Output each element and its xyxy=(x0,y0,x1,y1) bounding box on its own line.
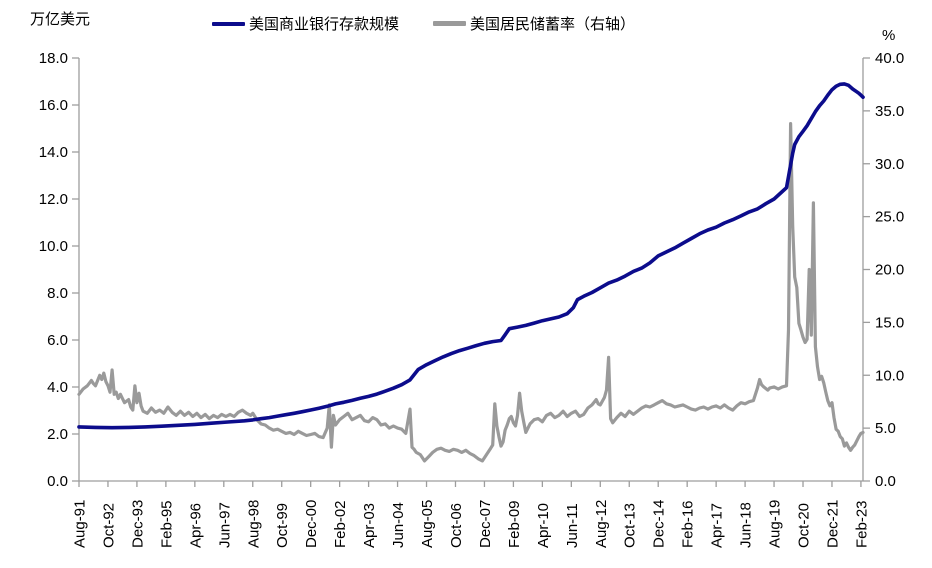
x-axis-tick-label: Apr-17 xyxy=(709,503,726,548)
x-axis-tick-label: Dec-21 xyxy=(824,500,841,548)
x-axis-tick-label: Apr-10 xyxy=(535,503,552,548)
left-axis-tick-label: 10.0 xyxy=(39,238,68,255)
right-axis-tick-label: 15.0 xyxy=(875,314,904,331)
savings-line-swatch-icon xyxy=(433,21,467,26)
right-axis-tick-label: 35.0 xyxy=(875,103,904,120)
x-axis-tick-label: Feb-16 xyxy=(680,500,697,548)
left-axis-tick-label: 16.0 xyxy=(39,97,68,114)
left-axis-tick-label: 8.0 xyxy=(47,285,68,302)
legend-label-savings: 美国居民储蓄率（右轴） xyxy=(470,16,636,33)
x-axis-tick-label: Oct-92 xyxy=(100,503,117,548)
deposits-line xyxy=(77,82,865,430)
left-axis-tick-label: 4.0 xyxy=(47,379,68,396)
savings-rate-line xyxy=(77,121,865,463)
x-axis-tick-label: Feb-02 xyxy=(332,500,349,548)
x-axis-tick-label: Aug-05 xyxy=(419,500,436,548)
left-axis-tick-label: 18.0 xyxy=(39,50,68,67)
legend-label-deposits: 美国商业银行存款规模 xyxy=(249,16,400,33)
right-axis-tick-label: 25.0 xyxy=(875,209,904,226)
x-axis-tick-label: Jun-04 xyxy=(390,502,407,548)
x-axis-tick-label: Feb-95 xyxy=(158,500,175,548)
right-axis-title: % xyxy=(882,27,896,44)
x-axis-tick-label: Oct-20 xyxy=(796,503,813,548)
left-axis-tick-label: 14.0 xyxy=(39,144,68,161)
right-axis-tick-label: 20.0 xyxy=(875,262,904,279)
x-axis-tick-label: Dec-07 xyxy=(477,500,494,548)
x-axis-tick-label: Apr-03 xyxy=(361,503,378,548)
left-axis-tick-label: 6.0 xyxy=(47,332,68,349)
right-axis-tick-label: 0.0 xyxy=(875,473,896,490)
left-axis-tick-label: 12.0 xyxy=(39,191,68,208)
legend-item-deposits: 美国商业银行存款规模 xyxy=(212,13,399,34)
deposits-line-swatch-icon xyxy=(212,21,245,26)
x-axis-tick-label: Dec-14 xyxy=(651,500,668,548)
right-axis-tick-label: 5.0 xyxy=(875,420,896,437)
x-axis-tick-label: Oct-99 xyxy=(274,503,291,548)
x-axis-tick-label: Aug-12 xyxy=(593,500,610,548)
x-axis-tick-label: Jun-11 xyxy=(564,503,581,548)
x-axis-tick-label: Oct-13 xyxy=(622,503,639,548)
left-axis-tick-label: 0.0 xyxy=(47,473,68,490)
x-axis-tick-label: Dec-93 xyxy=(129,500,146,548)
chart-legend: 美国商业银行存款规模 美国居民储蓄率（右轴） xyxy=(212,13,635,34)
x-axis-tick-label: Aug-98 xyxy=(245,500,262,548)
right-axis-tick-label: 10.0 xyxy=(875,367,904,384)
x-axis-tick-label: Feb-23 xyxy=(853,500,870,548)
x-axis-tick-label: Oct-06 xyxy=(448,503,465,548)
legend-item-savings: 美国居民储蓄率（右轴） xyxy=(433,13,635,34)
x-axis-tick-label: Feb-09 xyxy=(506,500,523,548)
left-axis-title: 万亿美元 xyxy=(30,11,91,28)
left-axis-tick-label: 2.0 xyxy=(47,426,68,443)
x-axis-tick-label: Aug-19 xyxy=(767,500,784,548)
x-axis-tick-label: Aug-91 xyxy=(72,500,89,548)
x-axis-tick-label: Dec-00 xyxy=(303,500,320,548)
x-axis-tick-label: Jun-18 xyxy=(738,502,755,548)
right-axis-tick-label: 30.0 xyxy=(875,156,904,173)
right-axis-tick-label: 40.0 xyxy=(875,50,904,67)
x-axis-tick-label: Jun-97 xyxy=(216,502,233,548)
x-axis-tick-label: Apr-96 xyxy=(187,503,204,548)
